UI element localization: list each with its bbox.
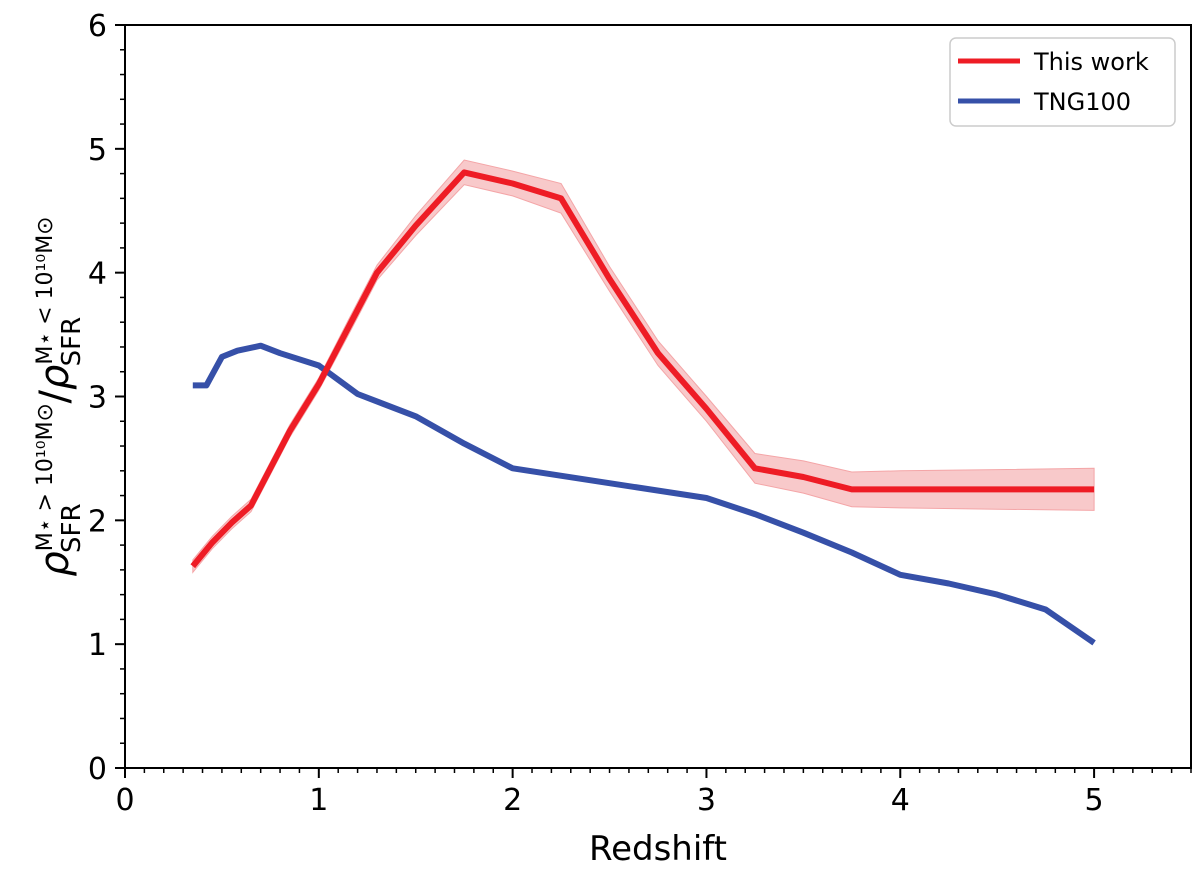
- x-tick-label: 1: [309, 783, 328, 818]
- x-axis-label: Redshift: [589, 829, 727, 869]
- legend-label-tng100: TNG100: [1033, 88, 1131, 116]
- line-tng100: [192, 342, 1096, 646]
- y-tick-label: 1: [88, 628, 107, 663]
- legend-label-this-work: This work: [1033, 48, 1149, 76]
- y-tick-label: 3: [88, 381, 107, 416]
- line-this-work: [190, 169, 1095, 569]
- y-label-sup-num: M⋆ > 10¹⁰M⊙: [33, 403, 58, 551]
- y-label-sub-den: SFR: [57, 317, 87, 367]
- x-tick-label: 3: [697, 783, 716, 818]
- x-tick-label: 4: [891, 783, 910, 818]
- x-tick-label: 0: [115, 783, 134, 818]
- tick-labels-layer: 0 1 2 3 4 5 0 1 2 3 4 5 6: [88, 9, 1104, 818]
- y-label-main-2: ρ: [32, 365, 78, 390]
- y-tick-label: 0: [88, 752, 107, 787]
- y-label-sup-den: M⋆ < 10¹⁰M⊙: [33, 216, 58, 364]
- y-tick-label: 2: [88, 504, 107, 539]
- y-axis-label-text: ρM⋆ > 10¹⁰M⊙SFR/ρM⋆ < 10¹⁰M⊙SFR: [32, 216, 87, 576]
- legend: This work TNG100: [949, 37, 1176, 127]
- y-tick-label: 5: [88, 133, 107, 168]
- y-tick-label: 4: [88, 257, 107, 292]
- y-label-sub-num: SFR: [57, 503, 87, 553]
- x-tick-label: 2: [503, 783, 522, 818]
- x-tick-label: 5: [1085, 783, 1104, 818]
- series-lines-layer: [190, 169, 1096, 646]
- y-label-slash: /: [32, 389, 78, 403]
- y-label-main: ρ: [32, 551, 78, 576]
- axis-ticks-layer: [115, 24, 1192, 778]
- y-axis-label: ρM⋆ > 10¹⁰M⊙SFR/ρM⋆ < 10¹⁰M⊙SFR: [32, 216, 87, 576]
- y-tick-label: 6: [88, 9, 107, 44]
